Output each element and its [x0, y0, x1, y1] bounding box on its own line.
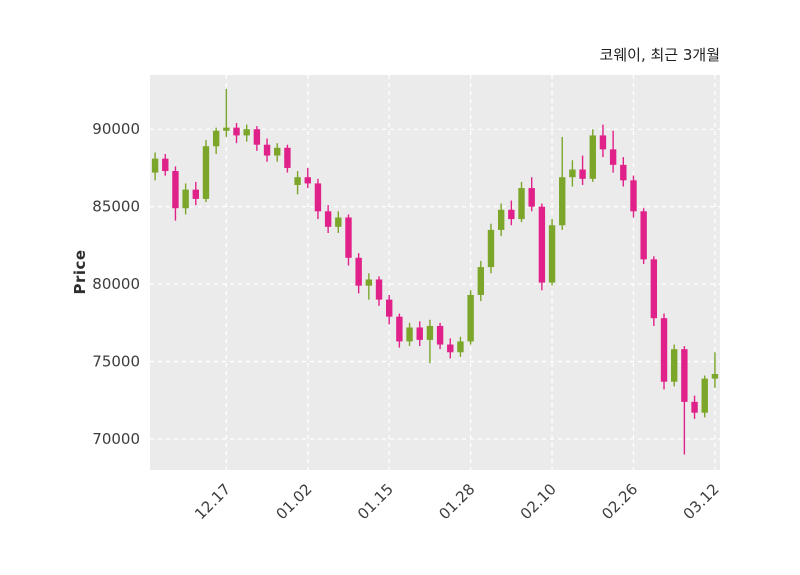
x-tick-label: 01.02: [272, 480, 315, 523]
candle-body-down: [538, 206, 546, 283]
candle-body-down: [324, 211, 332, 227]
y-tick-label: 80000: [92, 275, 140, 293]
y-tick-label: 85000: [92, 198, 140, 216]
candle-body-down: [162, 158, 169, 172]
candle-body-up: [274, 147, 281, 156]
candle-body-down: [192, 189, 200, 199]
candle-body-down: [650, 259, 658, 319]
candle-body-down: [630, 180, 637, 212]
candle-body-down: [660, 318, 668, 382]
candle-body-down: [172, 171, 179, 209]
candle-body-down: [640, 211, 647, 260]
candle-body-down: [528, 188, 535, 207]
candle-body-up: [294, 177, 301, 185]
candle-body-up: [457, 341, 464, 353]
candle-body-down: [416, 327, 423, 340]
candle-body-up: [701, 378, 708, 413]
x-tick-label: 01.28: [435, 480, 478, 523]
candle-body-up: [487, 229, 495, 268]
candle-body-down: [233, 127, 240, 136]
candle-body-up: [426, 325, 434, 340]
candle-body-up: [365, 279, 373, 286]
candle-body-down: [447, 344, 454, 353]
candle-body-down: [691, 401, 698, 413]
candle-body-up: [335, 217, 342, 227]
x-tick-label: 12.17: [191, 480, 234, 523]
y-tick-label: 70000: [92, 430, 140, 448]
candle-body-up: [477, 267, 485, 295]
plot-area: [150, 75, 720, 470]
candle-body-up: [589, 135, 596, 179]
x-tick-label: 03.12: [680, 480, 723, 523]
y-tick-label: 90000: [92, 120, 140, 138]
candle-body-up: [559, 177, 566, 226]
x-tick-label: 01.15: [354, 480, 397, 523]
candle-body-up: [212, 130, 220, 147]
candle-body-down: [314, 183, 322, 212]
candle-body-up: [243, 129, 250, 136]
x-tick-label: 02.10: [517, 480, 560, 523]
candle-body-down: [508, 209, 515, 220]
candle-body-down: [681, 349, 688, 402]
candle-body-down: [599, 135, 607, 150]
candle-body-down: [385, 299, 393, 317]
candle-body-down: [345, 217, 352, 258]
candle-body-up: [202, 146, 210, 199]
candle-body-down: [609, 149, 617, 165]
candle-body-up: [497, 209, 505, 230]
candle-body-up: [467, 294, 474, 342]
candle-body-down: [355, 257, 362, 286]
candle-body-down: [375, 279, 383, 300]
candle-body-down: [436, 325, 444, 345]
candle-body-up: [406, 327, 413, 342]
y-axis-label: Price: [71, 249, 89, 295]
x-tick-label: 02.26: [598, 480, 641, 523]
chart-title: 코웨이, 최근 3개월: [599, 46, 720, 64]
candle-body-up: [223, 127, 230, 131]
candle-body-down: [304, 177, 311, 184]
candle-body-down: [253, 129, 261, 145]
candle-body-up: [711, 373, 719, 379]
candle-body-down: [620, 164, 627, 181]
candle-body-down: [263, 144, 271, 156]
y-tick-label: 75000: [92, 353, 140, 371]
candle-body-down: [284, 147, 291, 168]
candle-body-up: [670, 349, 678, 382]
candle-body-down: [396, 316, 403, 342]
candle-body-up: [151, 158, 159, 173]
candle-body-up: [569, 169, 576, 178]
candle-body-up: [548, 225, 556, 283]
candle-body-up: [518, 188, 525, 220]
candle-body-down: [579, 169, 586, 179]
candle-body-up: [182, 189, 189, 209]
